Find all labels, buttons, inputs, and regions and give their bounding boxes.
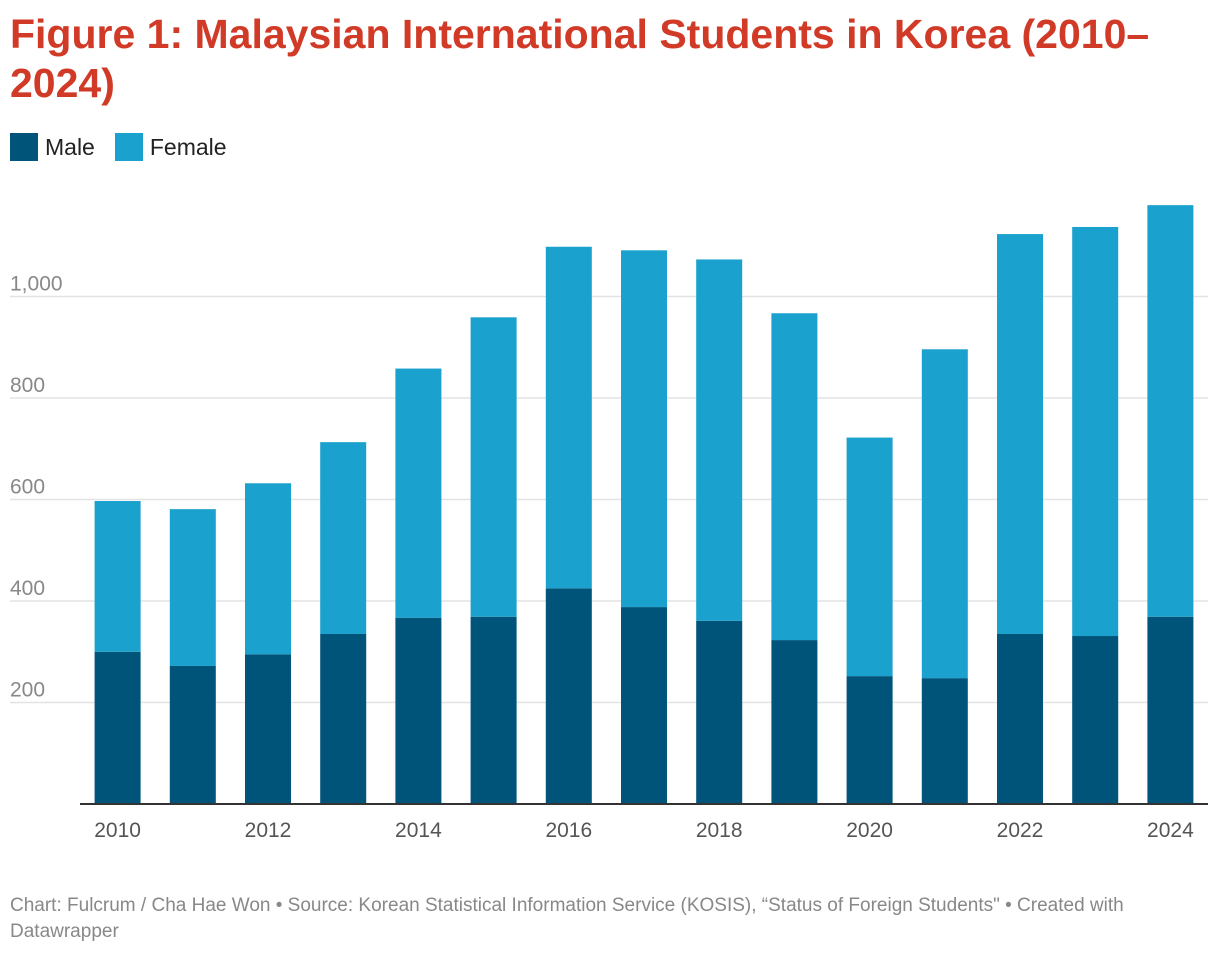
stacked-bar-chart: 200 400 600 800 1,000 2010 2012 2014 2016 2018 202… — [10, 205, 1208, 842]
bar-male-2021 — [921, 678, 968, 804]
bar-female-2013 — [320, 442, 367, 634]
x-tick-label: 2014 — [395, 819, 442, 842]
legend-item-male: Male — [10, 133, 95, 161]
bar-male-2018 — [696, 620, 743, 804]
y-tick-label: 1,000 — [10, 273, 63, 296]
bar-male-2024 — [1147, 616, 1194, 804]
bar-male-2020 — [846, 676, 893, 804]
x-tick-label: 2016 — [545, 819, 592, 842]
legend: Male Female — [10, 133, 247, 161]
bar-male-2015 — [470, 616, 517, 804]
bar-female-2019 — [771, 313, 818, 641]
bar-female-2017 — [621, 250, 667, 608]
bar-female-2023 — [1072, 226, 1119, 637]
legend-label-male: Male — [45, 133, 95, 160]
bar-female-2020 — [846, 437, 893, 677]
bar-female-2014 — [395, 368, 442, 618]
chart-title: Figure 1: Malaysian International Studen… — [10, 11, 1150, 106]
bar-female-2024 — [1147, 205, 1194, 617]
x-tick-label: 2018 — [696, 819, 743, 842]
bar-male-2014 — [395, 617, 442, 804]
legend-label-female: Female — [149, 133, 227, 160]
legend-item-female: Female — [114, 133, 227, 161]
x-tick-label: 2012 — [245, 819, 292, 842]
bar-male-2012 — [245, 654, 291, 804]
bar-male-2013 — [320, 633, 367, 804]
y-tick-label: 400 — [10, 577, 45, 600]
bar-male-2022 — [997, 633, 1043, 804]
legend-swatch-male — [10, 133, 38, 161]
x-tick-label: 2010 — [94, 819, 141, 842]
bar-male-2016 — [545, 588, 592, 804]
legend-swatch-female — [114, 133, 143, 161]
bar-male-2011 — [169, 665, 216, 804]
bar-male-2010 — [94, 651, 141, 804]
bar-female-2011 — [169, 509, 216, 666]
bar-female-2015 — [470, 317, 517, 617]
bar-male-2023 — [1072, 636, 1119, 804]
x-tick-label: 2022 — [997, 819, 1044, 842]
bar-female-2018 — [696, 259, 743, 621]
x-tick-label: 2020 — [846, 819, 893, 842]
chart-footer: Chart: Fulcrum / Cha Hae Won • Source: K… — [10, 895, 1124, 942]
bar-female-2022 — [997, 234, 1043, 634]
bar-female-2010 — [94, 501, 141, 652]
bar-male-2019 — [771, 640, 818, 804]
bar-female-2021 — [921, 349, 968, 679]
y-tick-label: 600 — [10, 476, 45, 499]
y-tick-label: 800 — [10, 374, 45, 397]
bar-female-2012 — [245, 483, 291, 655]
bar-female-2016 — [545, 246, 592, 589]
y-tick-label: 200 — [10, 679, 45, 702]
x-tick-label: 2024 — [1147, 819, 1194, 842]
bar-male-2017 — [621, 607, 667, 804]
